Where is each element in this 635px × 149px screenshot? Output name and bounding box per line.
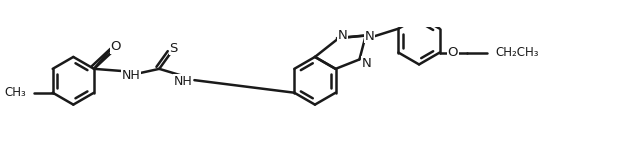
Text: CH₃: CH₃ — [4, 86, 25, 99]
Text: N: N — [364, 30, 375, 43]
Text: S: S — [170, 42, 178, 55]
Text: O: O — [448, 46, 458, 59]
Text: N: N — [361, 57, 371, 70]
Text: NH: NH — [122, 69, 140, 82]
Text: NH: NH — [174, 75, 192, 88]
Text: N: N — [338, 29, 347, 42]
Text: O: O — [110, 40, 121, 53]
Text: CH₂CH₃: CH₂CH₃ — [495, 46, 539, 59]
